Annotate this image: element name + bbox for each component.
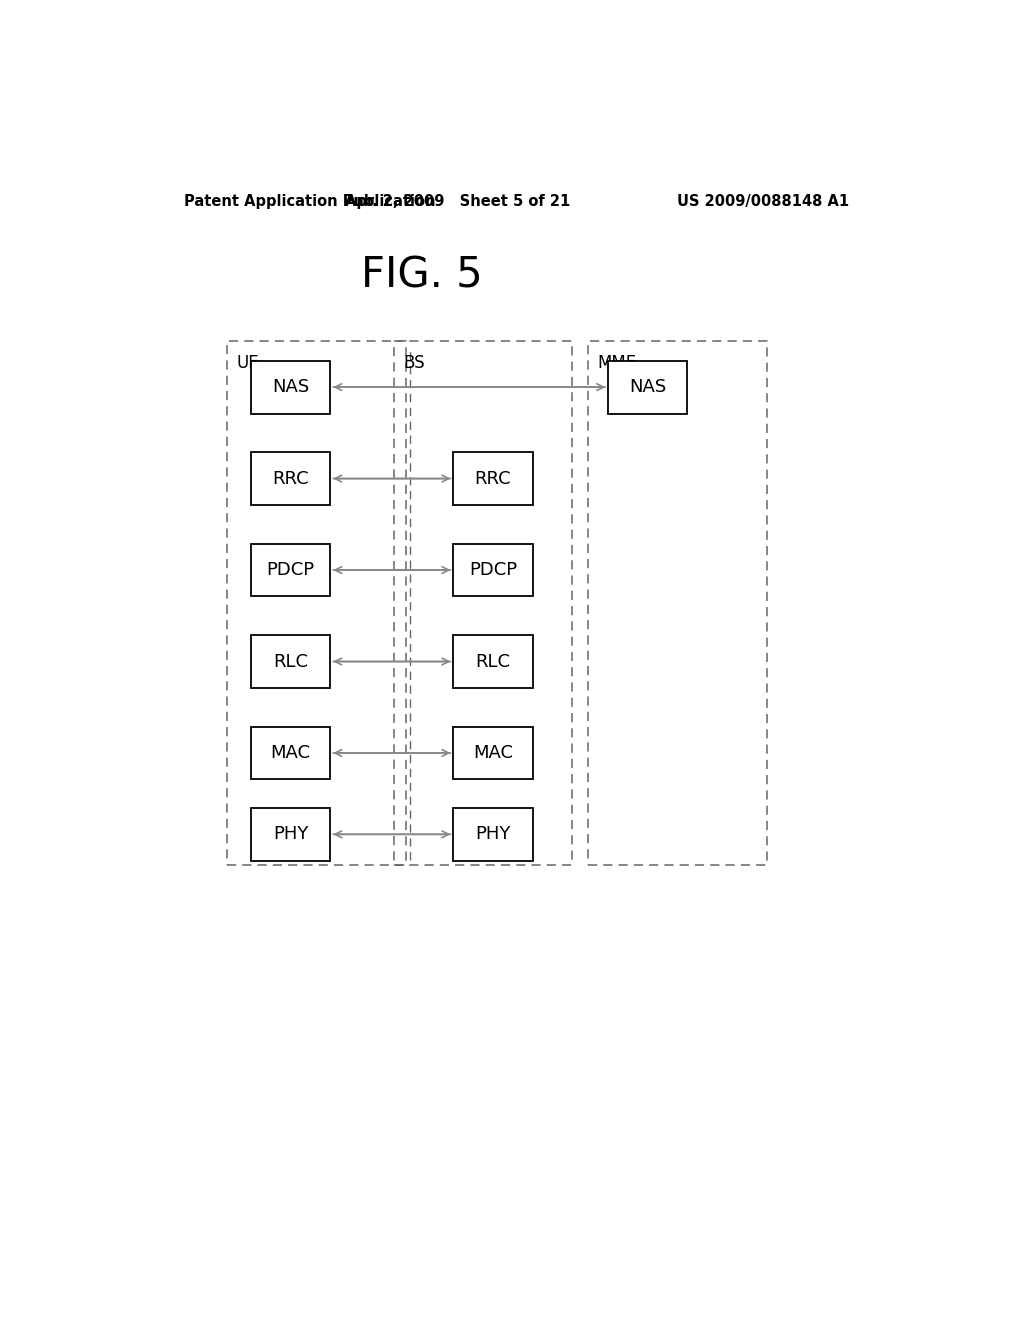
Text: RRC: RRC (272, 470, 309, 487)
FancyBboxPatch shape (608, 360, 687, 413)
Text: PDCP: PDCP (266, 561, 314, 579)
FancyBboxPatch shape (251, 726, 331, 779)
Text: RLC: RLC (475, 652, 511, 671)
FancyBboxPatch shape (454, 635, 532, 688)
FancyBboxPatch shape (251, 544, 331, 597)
FancyBboxPatch shape (251, 808, 331, 861)
Text: FIG. 5: FIG. 5 (360, 255, 482, 296)
Text: PHY: PHY (475, 825, 511, 843)
FancyBboxPatch shape (251, 635, 331, 688)
FancyBboxPatch shape (454, 544, 532, 597)
FancyBboxPatch shape (454, 808, 532, 861)
Text: MAC: MAC (270, 744, 310, 762)
FancyBboxPatch shape (454, 453, 532, 506)
Text: NAS: NAS (629, 378, 667, 396)
Text: Apr. 2, 2009   Sheet 5 of 21: Apr. 2, 2009 Sheet 5 of 21 (345, 194, 570, 209)
Text: US 2009/0088148 A1: US 2009/0088148 A1 (677, 194, 849, 209)
FancyBboxPatch shape (454, 726, 532, 779)
Text: MME: MME (598, 354, 637, 371)
Text: RLC: RLC (273, 652, 308, 671)
Text: NAS: NAS (272, 378, 309, 396)
FancyBboxPatch shape (251, 360, 331, 413)
Text: PDCP: PDCP (469, 561, 517, 579)
FancyBboxPatch shape (251, 453, 331, 506)
Text: MAC: MAC (473, 744, 513, 762)
Text: BS: BS (403, 354, 425, 371)
Text: RRC: RRC (475, 470, 511, 487)
Text: UE: UE (237, 354, 259, 371)
Text: PHY: PHY (273, 825, 308, 843)
Text: Patent Application Publication: Patent Application Publication (183, 194, 435, 209)
